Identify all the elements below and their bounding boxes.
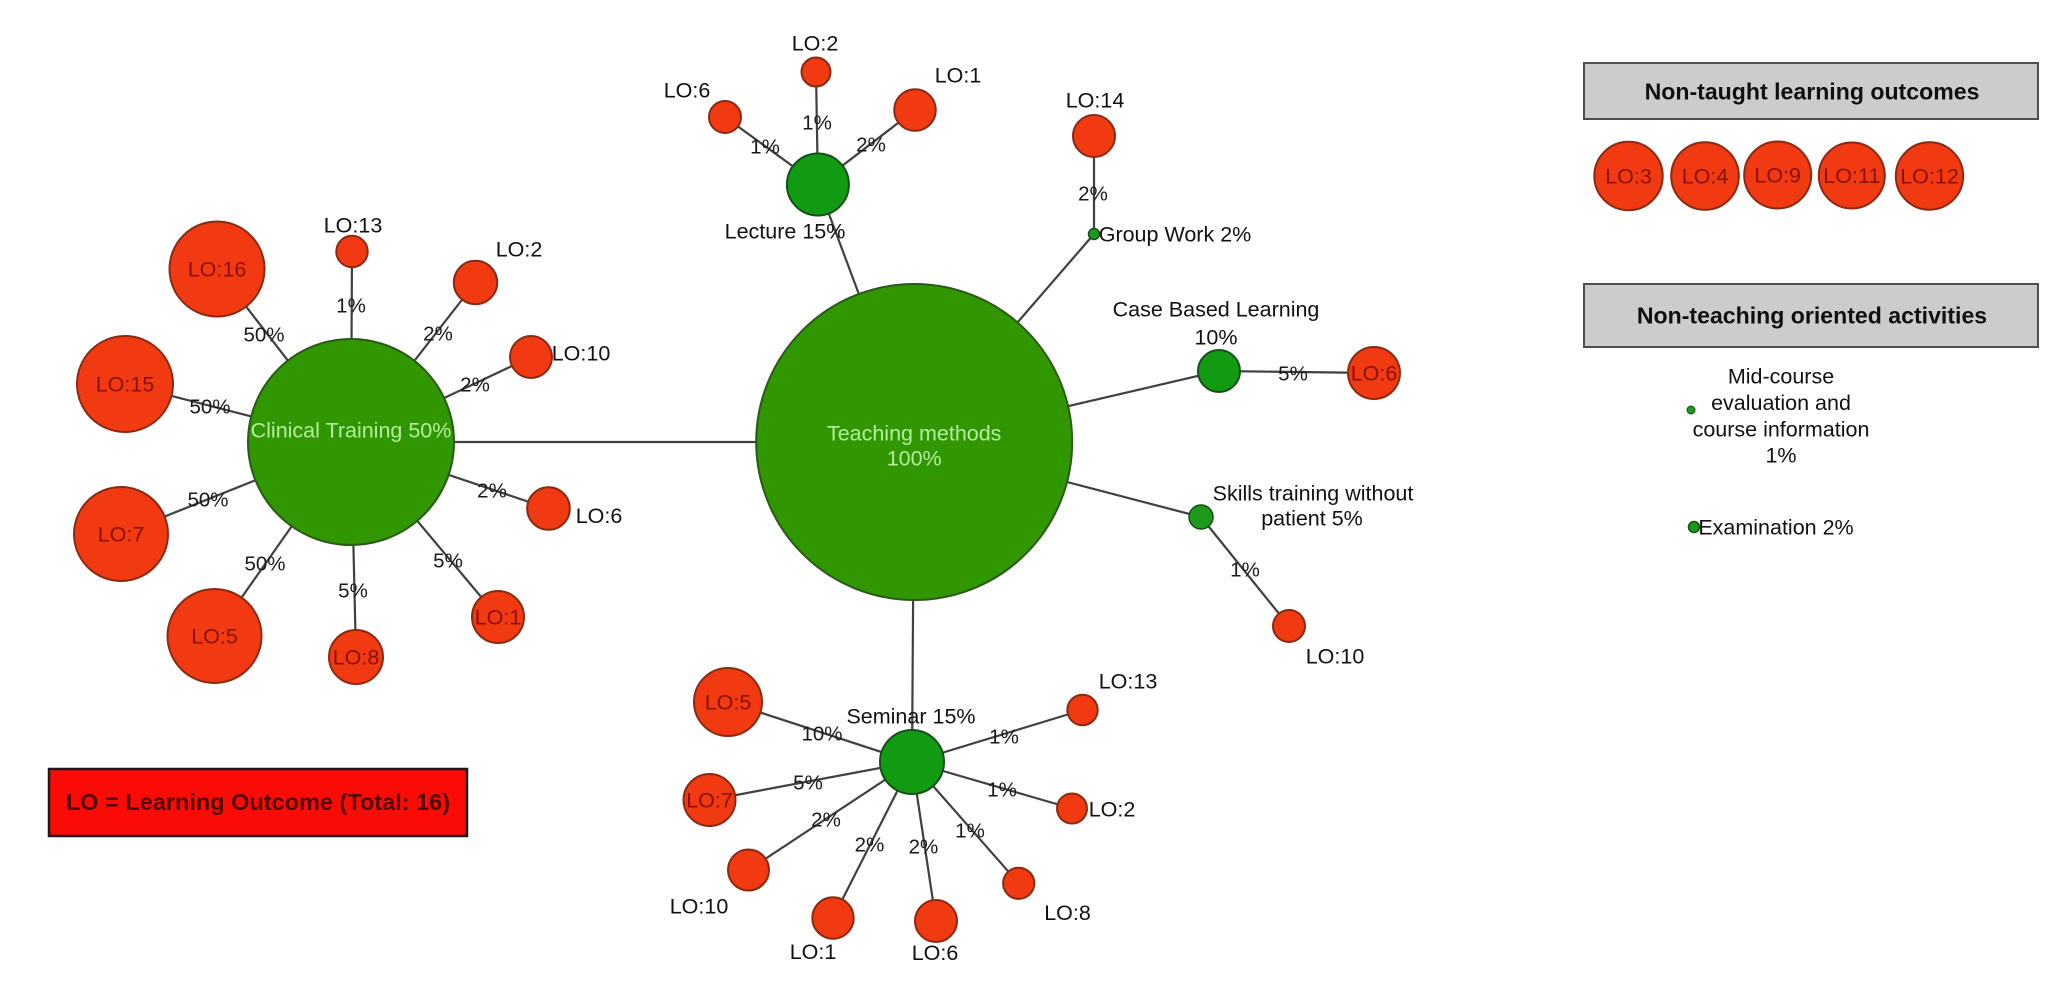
svg-text:2%: 2% (477, 479, 507, 502)
svg-text:1%: 1% (750, 135, 780, 158)
svg-text:LO:9: LO:9 (1754, 164, 1801, 188)
svg-text:1%: 1% (1765, 444, 1796, 468)
svg-text:LO:10: LO:10 (552, 342, 611, 366)
svg-text:50%: 50% (244, 552, 285, 575)
svg-text:Seminar 15%: Seminar 15% (846, 705, 975, 729)
svg-text:Case Based Learning: Case Based Learning (1113, 298, 1320, 322)
svg-text:LO:2: LO:2 (496, 238, 543, 262)
svg-text:2%: 2% (1078, 182, 1108, 205)
svg-text:LO:14: LO:14 (1066, 89, 1125, 113)
svg-text:LO:10: LO:10 (1306, 645, 1365, 669)
svg-text:100%: 100% (887, 447, 942, 471)
svg-text:LO:7: LO:7 (98, 523, 145, 547)
svg-text:2%: 2% (856, 133, 886, 156)
svg-text:Non-taught learning outcomes: Non-taught learning outcomes (1645, 78, 1980, 104)
svg-text:5%: 5% (793, 771, 823, 794)
svg-text:course information: course information (1693, 418, 1870, 442)
svg-text:2%: 2% (460, 373, 490, 396)
svg-text:10%: 10% (1194, 326, 1237, 350)
svg-text:LO:8: LO:8 (333, 646, 380, 670)
svg-text:Mid-course: Mid-course (1728, 365, 1834, 389)
svg-text:LO:1: LO:1 (475, 606, 522, 630)
svg-text:LO:3: LO:3 (1605, 165, 1652, 189)
svg-text:LO:6: LO:6 (576, 504, 623, 528)
svg-text:1%: 1% (1230, 558, 1260, 581)
svg-text:Non-teaching oriented activiti: Non-teaching oriented activities (1637, 302, 1987, 328)
svg-text:5%: 5% (1278, 362, 1308, 385)
svg-text:LO:16: LO:16 (188, 258, 247, 282)
svg-text:Skills training without: Skills training without (1213, 482, 1414, 506)
svg-text:2%: 2% (909, 835, 939, 858)
svg-text:50%: 50% (189, 395, 230, 418)
svg-text:LO:10: LO:10 (670, 895, 729, 919)
svg-text:LO:1: LO:1 (790, 940, 837, 964)
svg-text:1%: 1% (336, 294, 366, 317)
svg-text:patient 5%: patient 5% (1261, 507, 1363, 531)
svg-text:LO:6: LO:6 (912, 941, 959, 965)
svg-text:LO:1: LO:1 (935, 64, 982, 88)
svg-text:2%: 2% (855, 833, 885, 856)
svg-text:LO:6: LO:6 (1351, 362, 1398, 386)
svg-text:LO:8: LO:8 (1044, 901, 1091, 925)
svg-text:2%: 2% (811, 808, 841, 831)
svg-text:LO:5: LO:5 (705, 691, 752, 715)
svg-text:LO:5: LO:5 (191, 625, 238, 649)
svg-text:LO = Learning Outcome (Total:: LO = Learning Outcome (Total: 16) (66, 789, 450, 815)
svg-text:50%: 50% (243, 323, 284, 346)
svg-text:Examination 2%: Examination 2% (1698, 516, 1853, 540)
svg-text:LO:7: LO:7 (686, 789, 733, 813)
svg-text:LO:12: LO:12 (1900, 165, 1959, 189)
svg-text:evaluation and: evaluation and (1711, 391, 1851, 415)
svg-text:LO:2: LO:2 (792, 32, 839, 56)
svg-text:LO:13: LO:13 (324, 214, 383, 238)
svg-text:2%: 2% (423, 322, 453, 345)
svg-text:LO:4: LO:4 (1682, 165, 1729, 189)
svg-text:50%: 50% (187, 488, 228, 511)
svg-text:LO:6: LO:6 (664, 79, 711, 103)
svg-text:LO:2: LO:2 (1089, 798, 1136, 822)
svg-text:Lecture 15%: Lecture 15% (725, 220, 846, 244)
svg-text:1%: 1% (802, 111, 832, 134)
svg-text:5%: 5% (338, 579, 368, 602)
svg-text:10%: 10% (801, 722, 842, 745)
svg-text:Group Work 2%: Group Work 2% (1099, 223, 1252, 247)
svg-text:LO:13: LO:13 (1099, 670, 1158, 694)
svg-text:LO:11: LO:11 (1823, 164, 1880, 188)
svg-text:Teaching methods: Teaching methods (827, 422, 1002, 446)
svg-text:1%: 1% (955, 819, 985, 842)
svg-text:5%: 5% (433, 549, 463, 572)
svg-text:Clinical Training 50%: Clinical Training 50% (251, 419, 452, 443)
svg-text:LO:15: LO:15 (96, 373, 155, 397)
svg-text:1%: 1% (989, 725, 1019, 748)
svg-text:1%: 1% (987, 778, 1017, 801)
